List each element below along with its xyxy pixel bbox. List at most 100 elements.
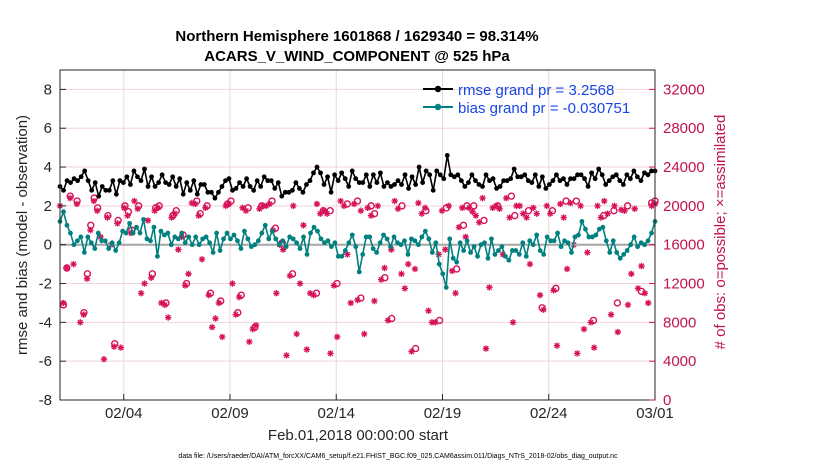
rmse-point bbox=[289, 187, 295, 193]
rmse-point bbox=[194, 191, 200, 197]
assimilated-marker bbox=[506, 214, 513, 221]
rmse-point bbox=[363, 172, 369, 178]
bias-point bbox=[245, 236, 251, 242]
assimilated-marker bbox=[455, 224, 463, 231]
rmse-point bbox=[103, 187, 109, 193]
y-tick-label: -6 bbox=[39, 353, 52, 370]
bias-point bbox=[360, 252, 366, 257]
bias-point bbox=[252, 242, 258, 248]
possible-marker bbox=[381, 274, 389, 282]
rmse-point bbox=[251, 187, 257, 193]
assimilated-marker bbox=[601, 197, 608, 205]
assimilated-marker bbox=[344, 251, 351, 258]
rmse-point bbox=[145, 184, 151, 189]
rmse-point bbox=[282, 189, 288, 195]
y-right-tick-label: 32000 bbox=[663, 81, 705, 98]
bias-point bbox=[165, 230, 171, 236]
assimilated-marker bbox=[384, 317, 392, 324]
bias-point bbox=[207, 240, 213, 246]
rmse-point bbox=[490, 176, 496, 182]
rmse-point bbox=[539, 174, 545, 180]
bias-point bbox=[71, 242, 77, 248]
bias-point bbox=[290, 236, 296, 242]
bias-point bbox=[168, 242, 174, 248]
rmse-point bbox=[198, 182, 204, 187]
rmse-point bbox=[508, 176, 514, 182]
y-right-tick-label: 24000 bbox=[663, 159, 705, 176]
assimilated-marker bbox=[171, 210, 179, 217]
bias-point bbox=[276, 242, 282, 248]
bias-point bbox=[325, 238, 331, 244]
bias-point bbox=[436, 261, 442, 267]
bias-point bbox=[523, 253, 529, 259]
bias-point bbox=[137, 230, 143, 236]
assimilated-marker bbox=[320, 207, 327, 214]
rmse-point bbox=[483, 172, 489, 178]
rmse-point bbox=[325, 174, 330, 180]
bias-point bbox=[217, 248, 223, 253]
rmse-point bbox=[377, 170, 383, 176]
rmse-point bbox=[536, 184, 542, 189]
rmse-point bbox=[353, 176, 359, 182]
assimilated-marker bbox=[185, 270, 192, 278]
rmse-point bbox=[392, 182, 397, 187]
assimilated-marker bbox=[252, 322, 260, 329]
bias-point bbox=[74, 238, 80, 244]
y-tick-label: 6 bbox=[44, 120, 52, 137]
assimilated-marker bbox=[594, 202, 601, 210]
rmse-point bbox=[110, 178, 116, 184]
bias-point bbox=[489, 236, 494, 242]
rmse-point bbox=[610, 174, 616, 180]
bias-point bbox=[537, 248, 543, 253]
rmse-point bbox=[96, 193, 102, 199]
assimilated-marker bbox=[388, 246, 395, 253]
rmse-point bbox=[78, 174, 84, 180]
y-axis-label-right: # of obs: o=possible; ×=assimilated bbox=[712, 115, 729, 350]
y-tick-label: 8 bbox=[44, 81, 52, 98]
assimilated-marker bbox=[256, 205, 263, 212]
assimilated-marker bbox=[503, 194, 510, 202]
bias-point bbox=[482, 240, 487, 246]
bias-point bbox=[221, 236, 226, 242]
assimilated-marker bbox=[401, 285, 409, 292]
assimilated-marker bbox=[259, 202, 267, 210]
bias-point bbox=[109, 240, 115, 246]
rmse-point bbox=[128, 182, 133, 187]
rmse-point bbox=[434, 168, 440, 174]
assimilated-marker bbox=[553, 342, 561, 349]
rmse-point bbox=[247, 184, 253, 189]
rmse-point bbox=[638, 178, 644, 184]
assimilated-marker bbox=[516, 202, 523, 210]
assimilated-marker bbox=[624, 301, 632, 309]
rmse-point bbox=[360, 180, 366, 185]
rmse-point bbox=[212, 195, 218, 201]
rmse-point bbox=[395, 178, 401, 184]
assimilated-marker bbox=[161, 301, 169, 309]
rmse-point bbox=[511, 166, 517, 172]
bias-point bbox=[468, 250, 473, 255]
bias-point bbox=[370, 246, 376, 251]
assimilated-marker bbox=[239, 204, 246, 212]
bias-point bbox=[603, 238, 609, 244]
rmse-point bbox=[233, 186, 239, 191]
assimilated-marker bbox=[367, 212, 375, 219]
y-right-tick-label: 4000 bbox=[663, 353, 696, 370]
bias-point bbox=[301, 234, 306, 240]
rmse-point bbox=[166, 182, 172, 187]
bias-point bbox=[81, 250, 87, 255]
assimilated-marker bbox=[377, 276, 385, 283]
bias-point bbox=[475, 253, 480, 259]
rmse-point bbox=[589, 170, 595, 176]
bias-point bbox=[269, 228, 275, 234]
rmse-point bbox=[596, 166, 602, 172]
assimilated-marker bbox=[432, 319, 439, 326]
possible-marker bbox=[524, 207, 533, 215]
rmse-point bbox=[374, 180, 380, 185]
rmse-point bbox=[554, 172, 559, 178]
y-right-tick-label: 12000 bbox=[663, 276, 705, 293]
rmse-point bbox=[642, 170, 647, 176]
assimilated-marker bbox=[492, 202, 500, 210]
y-axis-label: rmse and bias (model - observation) bbox=[14, 115, 31, 355]
x-tick-label: 02/04 bbox=[105, 405, 143, 422]
